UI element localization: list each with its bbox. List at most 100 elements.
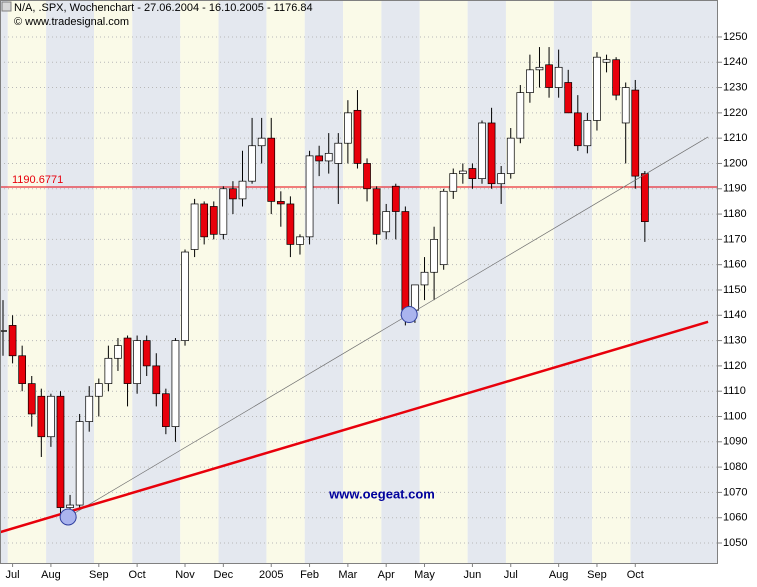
x-tick-label: Sep bbox=[587, 569, 607, 581]
candle-body bbox=[75, 421, 84, 506]
month-band bbox=[381, 0, 420, 563]
candle-body bbox=[123, 337, 132, 384]
x-tick-label: May bbox=[414, 569, 435, 581]
candle-body bbox=[114, 345, 122, 359]
candle-body bbox=[353, 109, 362, 164]
candle-body bbox=[56, 395, 65, 508]
candle-body bbox=[286, 203, 295, 245]
candle-body bbox=[94, 383, 103, 397]
candle-body bbox=[334, 142, 343, 164]
plot-frame bbox=[0, 0, 718, 564]
candle-body bbox=[37, 395, 46, 438]
month-band bbox=[132, 0, 181, 563]
y-tick-label: 1080 bbox=[723, 461, 747, 473]
candle-body bbox=[631, 89, 640, 177]
x-tick-label: Jul bbox=[504, 569, 518, 581]
candle-body bbox=[593, 56, 601, 121]
candle-body bbox=[257, 137, 266, 147]
candle-body bbox=[8, 325, 17, 357]
month-band bbox=[304, 0, 344, 563]
marker bbox=[59, 508, 77, 526]
x-tick-label: Oct bbox=[129, 569, 146, 581]
candle-body bbox=[133, 340, 141, 384]
candle-body bbox=[47, 395, 55, 438]
x-tick-label: Apr bbox=[378, 569, 395, 581]
y-tick-label: 1100 bbox=[723, 410, 747, 422]
candle-body bbox=[162, 393, 170, 427]
candle-body bbox=[573, 112, 582, 147]
candle-body bbox=[0, 330, 7, 332]
candle-body bbox=[449, 173, 458, 192]
candle-body bbox=[439, 190, 448, 266]
month-band bbox=[46, 0, 95, 563]
icon bbox=[1, 1, 12, 12]
month-band bbox=[630, 0, 718, 563]
chart-title: N/A, .SPX, Wochenchart - 27.06.2004 - 16… bbox=[14, 2, 313, 14]
candle-body bbox=[411, 284, 419, 311]
candle-body bbox=[612, 59, 620, 96]
candle-body bbox=[363, 163, 371, 190]
candle-body bbox=[602, 59, 611, 63]
candle-body bbox=[497, 173, 506, 185]
x-tick-label: Feb bbox=[300, 569, 319, 581]
candle-body bbox=[487, 122, 496, 185]
candle-body bbox=[324, 152, 333, 162]
candle-body bbox=[641, 173, 649, 223]
candle-body bbox=[315, 155, 323, 162]
y-tick-label: 1090 bbox=[723, 436, 747, 448]
candle-body bbox=[564, 82, 573, 114]
month-band bbox=[0, 0, 8, 563]
candle-body bbox=[171, 340, 180, 427]
x-tick-label: Aug bbox=[41, 569, 61, 581]
candle-body bbox=[66, 504, 74, 508]
candle-body bbox=[382, 211, 391, 233]
candle-body bbox=[535, 66, 544, 71]
candle-body bbox=[506, 137, 515, 174]
candle-body bbox=[554, 66, 563, 88]
candle-body bbox=[430, 239, 438, 273]
y-tick-label: 1170 bbox=[723, 233, 747, 245]
month-band bbox=[467, 0, 506, 563]
candle-body bbox=[344, 112, 352, 144]
candle-body bbox=[372, 188, 381, 235]
month-band bbox=[266, 0, 305, 563]
trendline bbox=[67, 136, 709, 518]
marker bbox=[400, 306, 418, 324]
x-tick-label: Oct bbox=[627, 569, 644, 581]
candle-body bbox=[181, 251, 189, 341]
candle-body bbox=[248, 145, 256, 182]
trendline bbox=[0, 320, 709, 534]
candle-body bbox=[85, 395, 94, 422]
y-tick-label: 1190 bbox=[723, 183, 747, 195]
y-tick-label: 1110 bbox=[723, 385, 746, 397]
candle-body bbox=[391, 185, 400, 212]
candle-body bbox=[545, 64, 553, 88]
candle-body bbox=[468, 168, 477, 179]
month-band bbox=[218, 0, 267, 563]
x-tick-label: Jul bbox=[6, 569, 20, 581]
y-tick-label: 1210 bbox=[723, 132, 747, 144]
y-tick-label: 1160 bbox=[723, 259, 747, 271]
candle-body bbox=[526, 69, 534, 93]
x-tick-label: 2005 bbox=[259, 569, 283, 581]
x-tick-label: Sep bbox=[89, 569, 109, 581]
x-tick-label: Nov bbox=[175, 569, 195, 581]
y-tick-label: 1050 bbox=[723, 537, 747, 549]
candle-body bbox=[478, 122, 486, 179]
candle-body bbox=[276, 201, 285, 205]
x-tick-label: Mar bbox=[338, 569, 357, 581]
candle-body bbox=[401, 211, 410, 311]
candle-body bbox=[583, 120, 592, 147]
candle-body bbox=[209, 206, 218, 235]
y-tick-label: 1060 bbox=[723, 512, 747, 524]
y-tick-label: 1150 bbox=[723, 284, 747, 296]
y-tick-label: 1240 bbox=[723, 56, 747, 68]
candle-body bbox=[238, 180, 247, 200]
candle-body bbox=[420, 271, 429, 286]
y-tick-label: 1070 bbox=[723, 486, 747, 498]
candle-body bbox=[200, 203, 209, 238]
watermark: www.oegeat.com bbox=[328, 486, 435, 501]
y-tick-label: 1120 bbox=[723, 360, 747, 372]
x-tick-label: Jun bbox=[464, 569, 482, 581]
